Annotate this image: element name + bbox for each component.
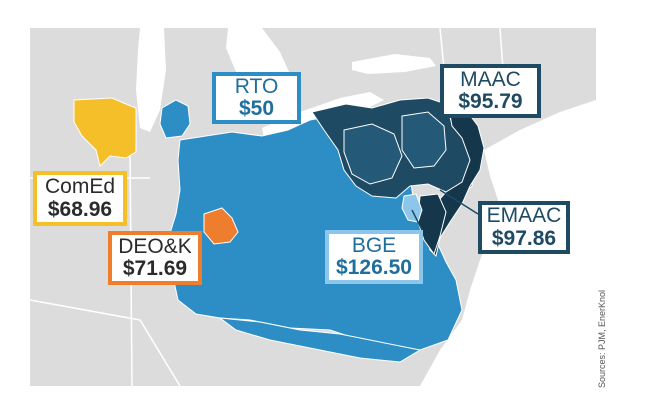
region-name-maac: MAAC [460, 67, 521, 91]
leader-lines [411, 189, 479, 231]
region-name-comed: ComEd [44, 175, 116, 199]
region-comed [73, 97, 137, 167]
region-price-deok: $71.69 [122, 257, 188, 280]
region-rto-upper-peninsula [159, 99, 191, 139]
region-name-emaac: EMAAC [486, 204, 562, 228]
region-price-maac: $95.79 [458, 90, 523, 113]
label-rto: RTO $50 [212, 72, 301, 124]
region-name-rto: RTO [234, 74, 279, 98]
region-deok [203, 207, 239, 245]
region-price-emaac: $97.86 [491, 226, 557, 250]
label-emaac: EMAAC $97.86 [478, 201, 570, 254]
region-rto-south [218, 317, 422, 363]
region-maac-center [401, 111, 447, 169]
region-maac-west [343, 123, 403, 185]
region-price-rto: $50 [238, 97, 275, 120]
region-price-bge: $126.50 [336, 256, 412, 279]
label-bge: BGE $126.50 [325, 230, 423, 284]
label-maac: MAAC $95.79 [440, 64, 541, 118]
region-name-bge: BGE [351, 233, 397, 257]
region-price-comed: $68.96 [47, 197, 113, 221]
label-deok: DEO&K $71.69 [108, 231, 202, 285]
region-name-deok: DEO&K [118, 234, 192, 258]
lake-ontario [352, 54, 436, 74]
lake-michigan [136, 28, 166, 132]
source-text: Sources: PJM, EnerKnol [597, 289, 607, 388]
label-comed: ComEd $68.96 [33, 171, 127, 226]
